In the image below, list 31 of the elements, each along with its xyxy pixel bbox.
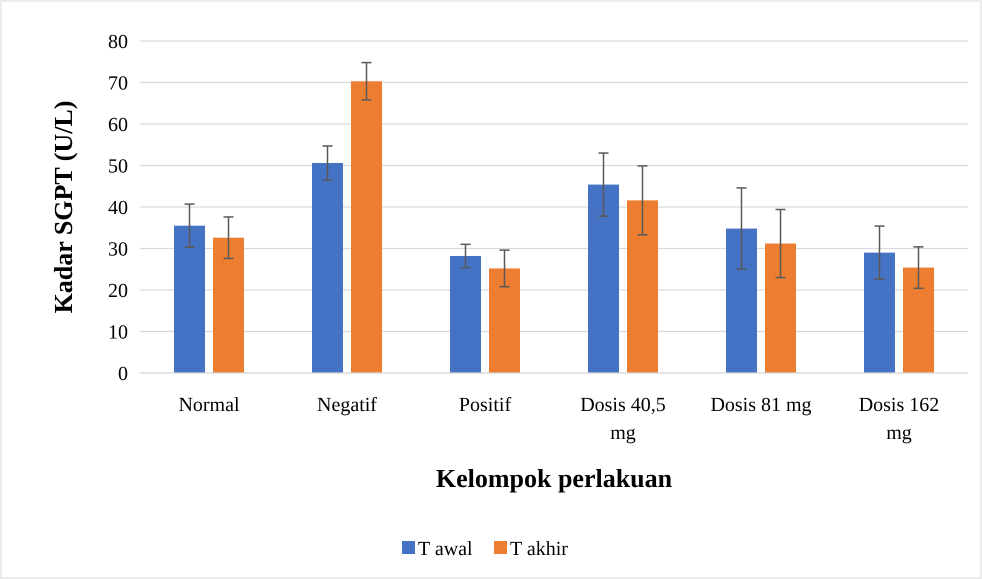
x-tick-label: Negatif (317, 394, 378, 416)
x-axis-title: Kelompok perlakuan (436, 464, 673, 493)
x-tick-label: Dosis 40,5 mg (580, 394, 666, 444)
y-tick-label: 20 (108, 280, 128, 302)
x-tick-label: Dosis 162 mg (858, 394, 940, 444)
x-tick-label: Dosis 81 mg (710, 394, 812, 416)
y-tick-label: 60 (108, 114, 128, 136)
y-tick-label: 50 (108, 156, 128, 178)
y-tick-label: 10 (108, 322, 128, 344)
y-tick-label: 0 (118, 363, 128, 385)
bar (627, 200, 658, 373)
bar (312, 163, 343, 373)
bar (450, 256, 481, 373)
bar (174, 226, 205, 373)
x-tick-label: Normal (178, 394, 240, 416)
y-tick-label: 40 (108, 197, 128, 219)
legend-label: T akhir (510, 538, 568, 560)
y-axis-title: Kadar SGPT (U/L) (49, 100, 78, 314)
bar (765, 244, 796, 373)
bar (588, 184, 619, 373)
legend-label: T awal (418, 538, 474, 560)
bar (489, 268, 520, 373)
bar (351, 81, 382, 373)
y-tick-label: 70 (108, 72, 128, 94)
bar (213, 238, 244, 373)
bar (726, 228, 757, 373)
y-tick-label: 30 (108, 238, 128, 260)
x-tick-label: Positif (458, 394, 512, 416)
bar (864, 252, 895, 373)
y-tick-label: 80 (108, 31, 128, 53)
bar (903, 268, 934, 373)
